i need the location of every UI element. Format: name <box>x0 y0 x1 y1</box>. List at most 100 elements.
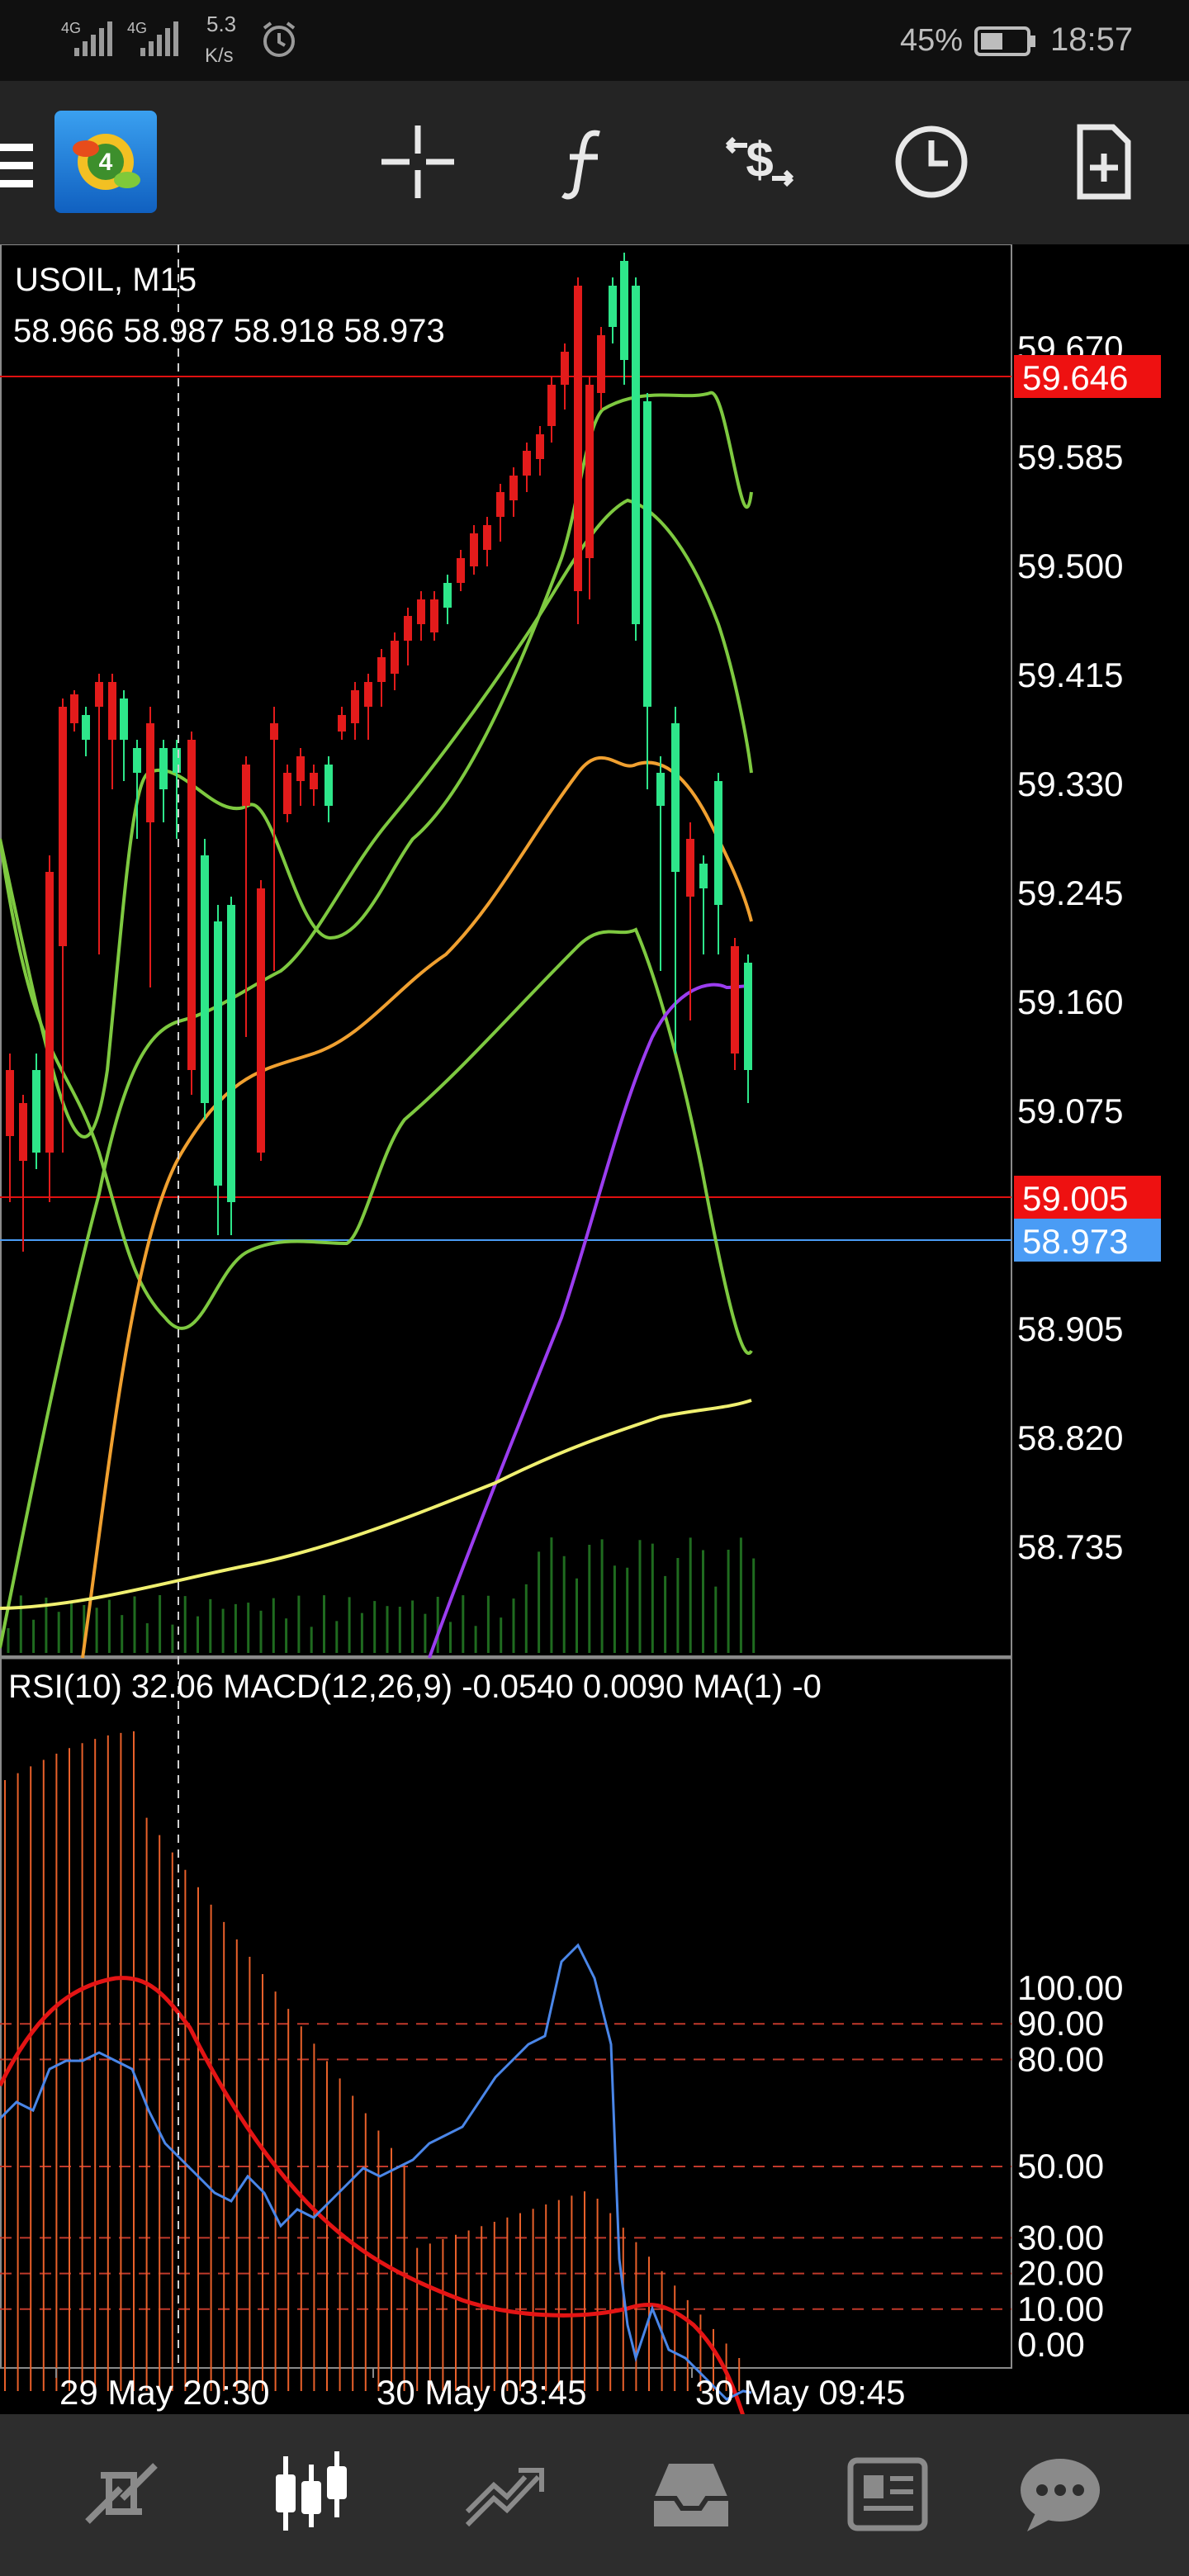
bollinger-upper <box>0 391 753 1139</box>
net-speed-value: 5.3 <box>206 12 237 36</box>
candle-body <box>632 286 640 624</box>
candle-body <box>443 583 452 608</box>
oscillator-tick-label: 20.00 <box>1017 2254 1104 2293</box>
oscillator-tick-label: 10.00 <box>1017 2290 1104 2328</box>
signal-icon-2 <box>140 21 178 56</box>
metatrader-logo[interactable]: 4 <box>54 111 157 213</box>
history-clock-icon <box>895 125 968 198</box>
candle-body <box>561 352 569 385</box>
candle-body <box>609 286 617 327</box>
time-axis-label: 30 May 03:45 <box>377 2373 587 2412</box>
oscillator-tick-label: 30.00 <box>1017 2218 1104 2256</box>
price-axis: 59.67059.58559.50059.41559.33059.24559.1… <box>1017 329 1123 1566</box>
price-tick-label: 59.585 <box>1017 438 1123 476</box>
candle-body <box>523 451 531 476</box>
price-tick-label: 59.160 <box>1017 983 1123 1021</box>
volume-bars <box>7 1537 756 1653</box>
history-button[interactable] <box>882 112 981 211</box>
moving-average-yellow <box>0 1399 752 1610</box>
candle-body <box>338 715 346 732</box>
price-tick-label: 58.735 <box>1017 1527 1123 1566</box>
oscillator-tick-label: 50.00 <box>1017 2147 1104 2185</box>
oscillator-indicators <box>0 1731 752 2414</box>
new-order-button[interactable] <box>1054 112 1153 211</box>
crosshair-icon <box>381 125 454 198</box>
messages-icon <box>1021 2459 1100 2531</box>
rsi-line <box>0 1943 752 2401</box>
candle-body <box>146 723 154 822</box>
main-chart-frame <box>0 244 1012 1657</box>
price-tick-label: 58.820 <box>1017 1418 1123 1457</box>
net-speed-unit: K/s <box>205 45 234 67</box>
candle-body <box>536 434 544 459</box>
time-axis-label: 29 May 20:30 <box>59 2373 270 2412</box>
ohlc-values: 58.966 58.987 58.918 58.973 <box>13 313 445 349</box>
bid-price-tag-label: 58.973 <box>1022 1222 1128 1261</box>
bottom-navigation <box>0 2414 1189 2576</box>
oscillator-tick-label: 80.00 <box>1017 2039 1104 2078</box>
high-price-tag <box>1014 355 1161 398</box>
quotes-icon <box>85 2463 158 2524</box>
nav-history[interactable] <box>637 2444 745 2543</box>
candle-body <box>620 261 628 360</box>
nav-news[interactable] <box>832 2444 940 2543</box>
history-inbox-icon <box>654 2464 728 2526</box>
candlesticks <box>6 253 752 1252</box>
candle-body <box>59 707 67 946</box>
bid-price-tag <box>1014 1219 1161 1262</box>
candle-body <box>731 946 739 1054</box>
crosshair-button[interactable] <box>368 112 467 211</box>
alarm-icon <box>263 21 296 57</box>
candle-body <box>574 286 582 591</box>
candle-body <box>470 533 478 566</box>
candle-body <box>686 839 694 897</box>
candle-body <box>457 558 465 583</box>
menu-icon <box>0 144 33 187</box>
candle-body <box>120 698 128 740</box>
news-icon <box>847 2457 928 2531</box>
top-toolbar <box>0 81 1189 244</box>
nav-messages[interactable] <box>1006 2444 1113 2543</box>
candle-body <box>70 694 78 723</box>
network-type-1: 4G <box>61 20 82 36</box>
time-axis-label: 30 May 09:45 <box>695 2373 906 2412</box>
moving-average-purple <box>428 983 752 1659</box>
nav-quotes[interactable] <box>68 2444 175 2543</box>
macd-signal-line <box>0 1976 745 2414</box>
price-tick-label: 58.905 <box>1017 1309 1123 1348</box>
bollinger-lower <box>0 838 753 1355</box>
candle-body <box>351 690 359 723</box>
candle-body <box>364 682 372 707</box>
candle-body <box>404 616 412 641</box>
price-chart[interactable]: USOIL, M15 58.966 58.987 58.918 58.973 R… <box>0 244 1189 2414</box>
battery-icon <box>974 26 1035 56</box>
nav-trade[interactable] <box>451 2444 558 2543</box>
candle-body <box>283 773 291 814</box>
network-type-2: 4G <box>127 20 148 36</box>
candle-body <box>214 921 222 1186</box>
menu-button[interactable] <box>0 132 41 198</box>
indicator-header: RSI(10) 32.06 MACD(12,26,9) -0.0540 0.00… <box>8 1669 822 1705</box>
bollinger-middle <box>0 498 753 1649</box>
price-tick-label: 59.245 <box>1017 874 1123 912</box>
chart-panel: USOIL, M15 58.966 58.987 58.918 58.973 R… <box>0 244 1189 2414</box>
oscillator-tick-label: 100.00 <box>1017 1968 1123 2007</box>
svg-text:$: $ <box>746 132 773 187</box>
candle-body <box>32 1070 40 1153</box>
candle-body <box>173 748 181 773</box>
indicators-button[interactable] <box>537 112 636 211</box>
nav-chart[interactable] <box>258 2444 365 2543</box>
oscillator-frame <box>0 1657 1012 2369</box>
trade-button[interactable]: $ <box>710 112 809 211</box>
level-price-tag-label: 59.005 <box>1022 1179 1128 1218</box>
candle-body <box>671 723 680 872</box>
candle-body <box>6 1070 14 1136</box>
candle-body <box>744 963 752 1070</box>
candle-body <box>95 682 103 707</box>
signal-icon-1 <box>74 21 112 56</box>
candle-body <box>430 599 438 632</box>
status-bar: 4G 4G 5.3 K/s 45% 18:57 <box>0 0 1189 81</box>
candle-body <box>227 905 235 1202</box>
candle-body <box>377 657 386 682</box>
candle-body <box>483 525 491 550</box>
